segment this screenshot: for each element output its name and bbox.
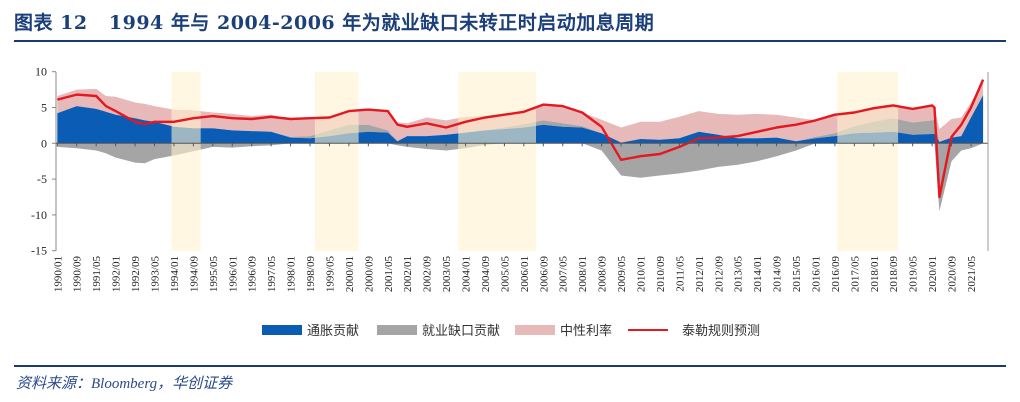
shaded-period	[314, 72, 359, 251]
legend-swatch-neutral	[515, 324, 555, 335]
x-tick-label: 2018/09	[888, 256, 900, 293]
x-tick-label: 2004/09	[480, 256, 492, 293]
x-tick-label: 2015/05	[791, 256, 803, 293]
legend-item-gap: 就业缺口贡献	[377, 320, 500, 339]
x-tick-label: 2012/09	[713, 256, 725, 293]
x-tick-label: 1994/01	[169, 256, 181, 292]
x-tick-label: 2021/05	[966, 256, 978, 293]
x-tick-label: 2008/09	[597, 256, 609, 293]
taylor-rule-line	[57, 79, 985, 199]
x-tick-label: 1990/01	[52, 256, 64, 292]
x-tick-label: 2001/05	[383, 256, 395, 293]
chart-title: 图表 12 1994 年与 2004-2006 年为就业缺口未转正时启动加息周期	[14, 12, 655, 34]
x-tick-label: 2014/01	[752, 256, 764, 292]
title-divider	[14, 40, 1006, 42]
x-tick-label: 1992/09	[130, 256, 142, 293]
legend-swatch-inflation	[262, 324, 302, 335]
x-tick-label: 2006/01	[519, 256, 531, 292]
legend-item-neutral: 中性利率	[515, 320, 612, 339]
legend-item-inflation: 通胀贡献	[262, 320, 359, 339]
y-tick-label: 0	[41, 136, 47, 150]
x-tick-label: 2002/01	[402, 256, 414, 292]
x-tick-label: 2009/05	[616, 256, 628, 293]
x-tick-label: 2005/05	[499, 256, 511, 293]
source-note: 资料来源：Bloomberg，华创证券	[16, 376, 233, 392]
x-tick-label: 2007/05	[558, 256, 570, 293]
legend-label: 泰勒规则预测	[682, 324, 761, 339]
employment-gap-area-negative	[57, 143, 984, 212]
x-tick-label: 2002/09	[422, 256, 434, 293]
y-tick-label: -15	[31, 244, 47, 258]
legend-label: 中性利率	[560, 324, 613, 339]
source-divider	[14, 365, 1006, 367]
y-tick-label: 10	[35, 65, 47, 79]
x-tick-label: 1996/01	[227, 256, 239, 292]
x-tick-label: 2010/01	[636, 256, 648, 292]
x-tick-label: 1997/05	[266, 256, 278, 293]
x-tick-label: 2003/05	[441, 256, 453, 293]
x-tick-label: 2004/01	[461, 256, 473, 292]
shaded-period	[171, 72, 201, 251]
x-tick-label: 2016/01	[810, 256, 822, 292]
x-tick-label: 2014/09	[772, 256, 784, 293]
chart: 10 5 0 -5 -10 -15 1990/01 1990/09 1991/05 1992/01…	[31, 65, 989, 293]
x-tick-label: 2000/09	[363, 256, 375, 293]
legend-item-taylor: 泰勒规则预测	[628, 320, 760, 339]
legend-swatch-gap	[377, 324, 417, 335]
x-tick-label: 1999/05	[324, 256, 336, 293]
x-tick-label: 1996/09	[247, 256, 259, 293]
x-tick-label: 1991/05	[91, 256, 103, 293]
x-tick-label: 1994/09	[188, 256, 200, 293]
x-tick-label: 2013/05	[733, 256, 745, 293]
x-tick-label: 2020/01	[927, 256, 939, 292]
x-tick-label: 1993/05	[150, 256, 162, 293]
y-tick-label: -10	[31, 208, 47, 222]
x-tick-label: 2006/09	[538, 256, 550, 293]
legend-label: 通胀贡献	[307, 324, 360, 339]
x-tick-label: 1998/01	[286, 256, 298, 292]
x-tick-label: 2000/01	[344, 256, 356, 292]
x-tick-label: 1992/01	[111, 256, 123, 292]
x-tick-label: 1995/05	[208, 256, 220, 293]
x-tick-label: 2017/05	[849, 256, 861, 293]
x-tick-label: 1990/09	[72, 256, 84, 293]
shaded-period	[458, 72, 537, 251]
shaded-period	[837, 72, 899, 251]
legend-swatch-taylor	[628, 328, 668, 331]
x-tick-label: 2012/01	[694, 256, 706, 292]
neutral-rate-area	[57, 79, 984, 143]
y-tick-label: 5	[41, 101, 47, 115]
x-tick-label: 2011/05	[674, 256, 686, 292]
x-tick-label: 2016/09	[830, 256, 842, 293]
x-tick-label: 2020/09	[947, 256, 959, 293]
x-tick-label: 2008/01	[577, 256, 589, 292]
x-tick-label: 2018/01	[869, 256, 881, 292]
x-tick-label: 1998/09	[305, 256, 317, 293]
x-tick-label: 2019/05	[908, 256, 920, 293]
y-tick-label: -5	[37, 172, 47, 186]
x-tick-label: 2010/09	[655, 256, 667, 293]
legend-label: 就业缺口贡献	[422, 324, 501, 339]
